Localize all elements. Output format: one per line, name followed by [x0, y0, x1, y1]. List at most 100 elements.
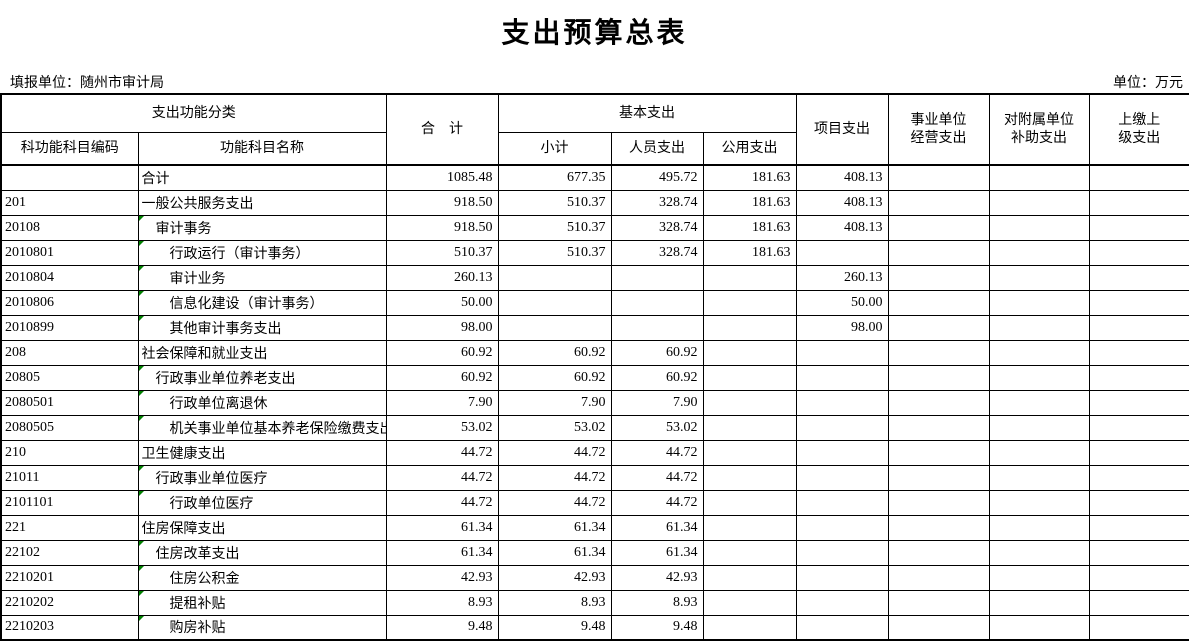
header-personnel: 人员支出 [610, 131, 704, 166]
project-cell [795, 439, 889, 466]
public-cell: 181.63 [702, 189, 797, 216]
personnel-cell: 44.72 [610, 489, 704, 516]
error-indicator-icon [139, 416, 144, 421]
name-cell: 住房保障支出 [137, 514, 387, 541]
subtotal-cell: 44.72 [497, 464, 612, 491]
business-cell [887, 539, 990, 566]
upper-cell [1088, 339, 1189, 366]
business-cell [887, 464, 990, 491]
subsidy-cell [988, 339, 1090, 366]
function-code-cell [0, 164, 139, 191]
table-header: 支出功能分类 合 计 基本支出 项目支出 事业单位 经营支出 对附属单位 补助支… [0, 93, 1189, 166]
function-code-cell: 2210203 [0, 614, 139, 641]
upper-cell [1088, 464, 1189, 491]
public-cell: 181.63 [702, 239, 797, 266]
table-row: 2210201 住房公积金 42.93 42.93 42.93 [0, 564, 1189, 591]
business-cell [887, 214, 990, 241]
function-code-cell: 2210202 [0, 589, 139, 616]
public-cell [702, 464, 797, 491]
upper-cell [1088, 514, 1189, 541]
total-cell: 42.93 [385, 564, 499, 591]
public-cell [702, 364, 797, 391]
upper-cell [1088, 614, 1189, 641]
public-cell [702, 489, 797, 516]
table-row: 2210202 提租补贴 8.93 8.93 8.93 [0, 589, 1189, 616]
name-cell: 购房补贴 [137, 614, 387, 641]
function-code-cell: 2010801 [0, 239, 139, 266]
business-cell [887, 289, 990, 316]
function-name-text: 购房补贴 [169, 621, 226, 637]
function-code-cell: 2101101 [0, 489, 139, 516]
unit-note-label: 单位：万元 [1113, 76, 1183, 91]
subtotal-cell: 510.37 [497, 239, 612, 266]
total-cell: 53.02 [385, 414, 499, 441]
function-code-cell: 2080501 [0, 389, 139, 416]
business-cell [887, 239, 990, 266]
project-cell [795, 364, 889, 391]
business-cell [887, 364, 990, 391]
project-cell [795, 464, 889, 491]
upper-cell [1088, 289, 1189, 316]
subtotal-cell: 53.02 [497, 414, 612, 441]
subtotal-cell: 7.90 [497, 389, 612, 416]
name-cell: 信息化建设（审计事务） [137, 289, 387, 316]
function-name-text: 其他审计事务支出 [169, 321, 282, 337]
project-cell [795, 539, 889, 566]
business-cell [887, 614, 990, 641]
upper-cell [1088, 164, 1189, 191]
subsidy-cell [988, 439, 1090, 466]
subsidy-cell [988, 414, 1090, 441]
upper-cell [1088, 364, 1189, 391]
public-cell [702, 389, 797, 416]
error-indicator-icon [139, 466, 144, 471]
error-indicator-icon [139, 291, 144, 296]
function-name-text: 行政事业单位养老支出 [155, 371, 296, 387]
table-row: 2101101 行政单位医疗 44.72 44.72 44.72 [0, 489, 1189, 516]
header-function-class: 支出功能分类 [0, 93, 387, 133]
public-cell [702, 289, 797, 316]
upper-cell [1088, 189, 1189, 216]
business-cell [887, 389, 990, 416]
total-cell: 260.13 [385, 264, 499, 291]
function-name-text: 机关事业单位基本养老保险缴费支出 [169, 421, 386, 437]
function-code-cell: 2080505 [0, 414, 139, 441]
project-cell: 408.13 [795, 189, 889, 216]
project-cell: 408.13 [795, 214, 889, 241]
error-indicator-icon [139, 491, 144, 496]
total-cell: 61.34 [385, 514, 499, 541]
function-code-cell: 2010899 [0, 314, 139, 341]
public-cell [702, 614, 797, 641]
project-cell: 408.13 [795, 164, 889, 191]
function-code-cell: 2010806 [0, 289, 139, 316]
header-subtotal: 小计 [497, 131, 612, 166]
error-indicator-icon [139, 266, 144, 271]
name-cell: 行政单位离退休 [137, 389, 387, 416]
project-cell: 98.00 [795, 314, 889, 341]
name-cell: 社会保障和就业支出 [137, 339, 387, 366]
name-cell: 行政单位医疗 [137, 489, 387, 516]
total-cell: 7.90 [385, 389, 499, 416]
table-row: 20108 审计事务 918.50 510.37 328.74 181.63 4… [0, 214, 1189, 241]
name-cell: 一般公共服务支出 [137, 189, 387, 216]
error-indicator-icon [139, 241, 144, 246]
subtotal-cell: 42.93 [497, 564, 612, 591]
table-row: 合计 1085.48 677.35 495.72 181.63 408.13 [0, 164, 1189, 191]
business-cell [887, 564, 990, 591]
personnel-cell: 328.74 [610, 214, 704, 241]
upper-cell [1088, 264, 1189, 291]
subtotal-cell: 510.37 [497, 214, 612, 241]
public-cell [702, 514, 797, 541]
total-cell: 9.48 [385, 614, 499, 641]
business-cell [887, 189, 990, 216]
name-cell: 合计 [137, 164, 387, 191]
function-code-cell: 22102 [0, 539, 139, 566]
table-row: 208 社会保障和就业支出 60.92 60.92 60.92 [0, 339, 1189, 366]
personnel-cell [610, 314, 704, 341]
personnel-cell: 328.74 [610, 239, 704, 266]
error-indicator-icon [139, 366, 144, 371]
function-code-cell: 221 [0, 514, 139, 541]
table-row: 210 卫生健康支出 44.72 44.72 44.72 [0, 439, 1189, 466]
subtotal-cell: 677.35 [497, 164, 612, 191]
total-cell: 510.37 [385, 239, 499, 266]
personnel-cell: 495.72 [610, 164, 704, 191]
